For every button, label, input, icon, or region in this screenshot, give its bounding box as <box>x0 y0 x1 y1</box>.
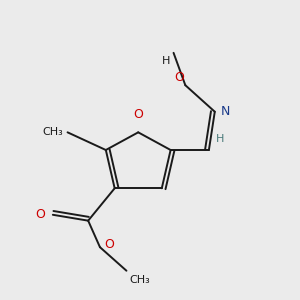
Text: H: H <box>216 134 225 144</box>
Text: O: O <box>174 71 184 84</box>
Text: CH₃: CH₃ <box>42 127 63 137</box>
Text: O: O <box>36 208 46 221</box>
Text: O: O <box>104 238 114 251</box>
Text: CH₃: CH₃ <box>129 275 150 285</box>
Text: N: N <box>221 105 230 118</box>
Text: O: O <box>133 108 143 121</box>
Text: H: H <box>162 56 171 66</box>
